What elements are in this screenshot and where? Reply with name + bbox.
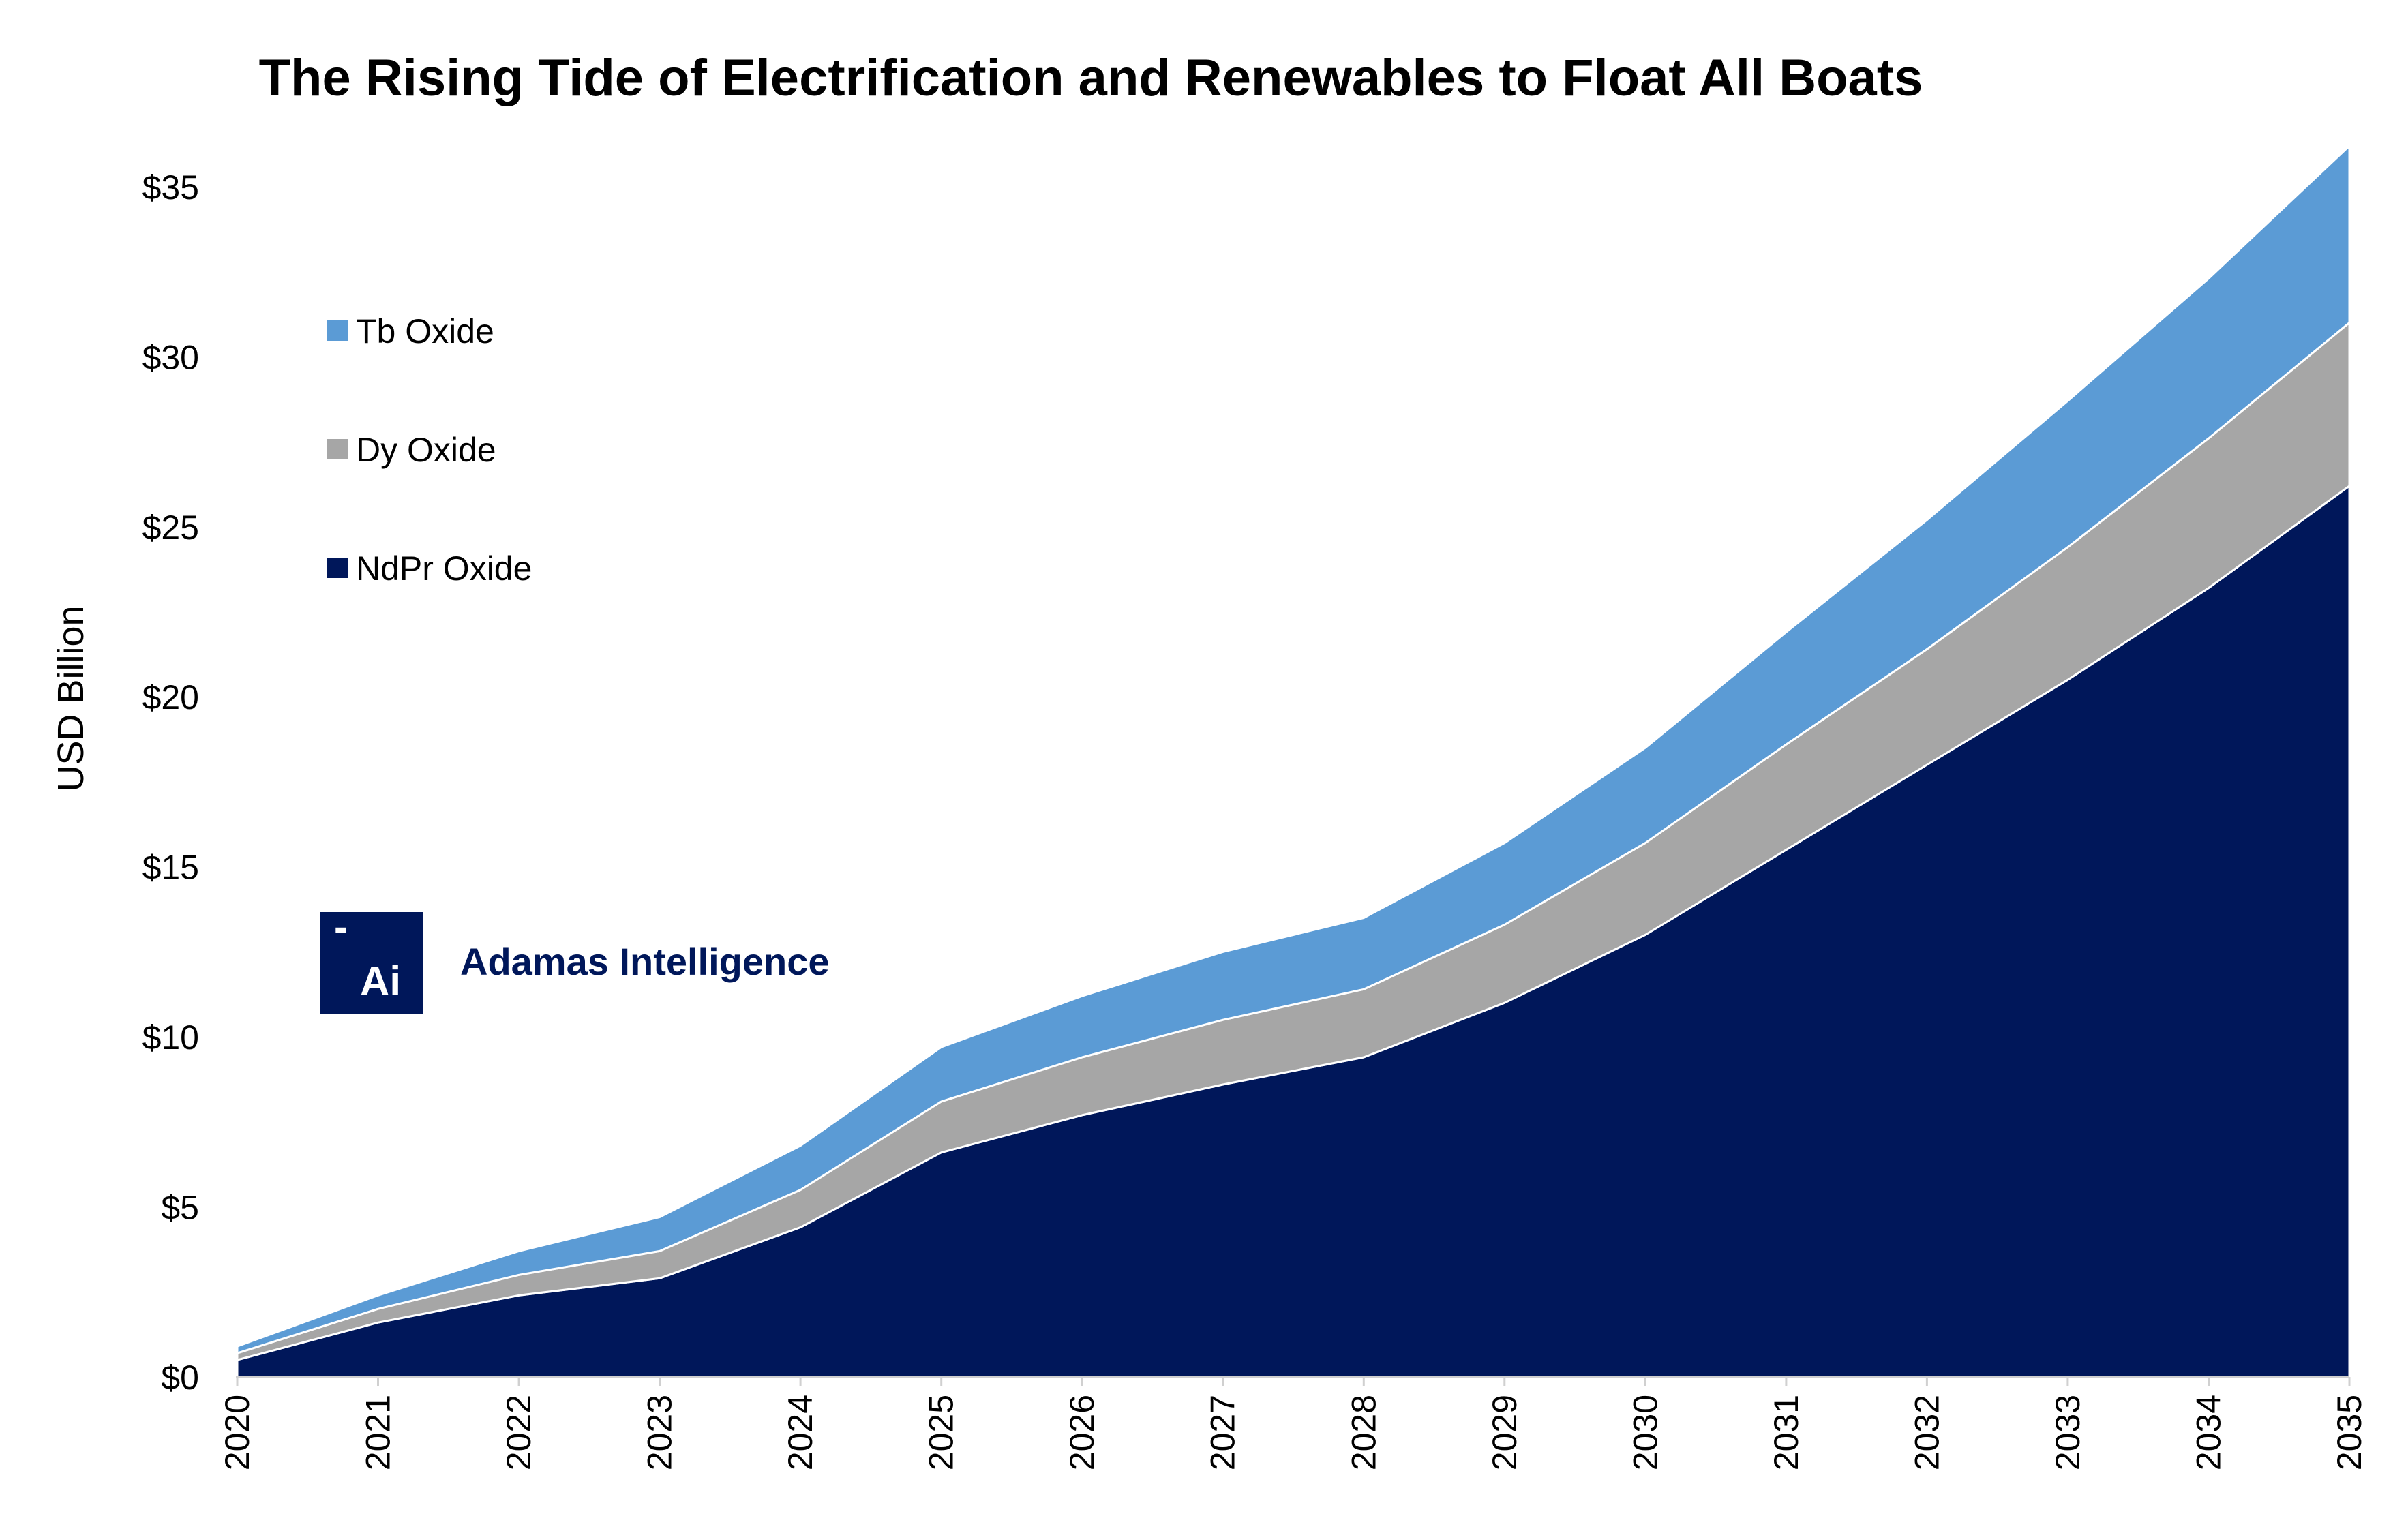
chart-title: The Rising Tide of Electrification and R… bbox=[259, 49, 1923, 107]
legend-swatch-ndpr-oxide bbox=[327, 558, 348, 578]
logo-glyph: Ai bbox=[360, 958, 401, 1004]
y-tick-label: $5 bbox=[161, 1189, 199, 1227]
x-tick-label: 2035 bbox=[2330, 1395, 2368, 1470]
legend: Tb Oxide Dy Oxide NdPr Oxide bbox=[327, 312, 532, 588]
x-tick-label: 2031 bbox=[1767, 1395, 1805, 1470]
y-tick-label: $30 bbox=[142, 338, 199, 376]
legend-label-tb-oxide: Tb Oxide bbox=[356, 312, 494, 350]
x-tick-label: 2020 bbox=[218, 1395, 256, 1470]
x-tick-label: 2034 bbox=[2190, 1395, 2228, 1470]
x-tick-label: 2025 bbox=[922, 1395, 961, 1470]
x-tick-label: 2024 bbox=[781, 1395, 819, 1470]
x-tick-label: 2026 bbox=[1063, 1395, 1101, 1470]
y-axis-ticks: $0 $5 $10 $15 $20 $25 $30 $35 bbox=[142, 168, 199, 1397]
y-axis-label: USD Billion bbox=[50, 605, 91, 791]
legend-item-tb-oxide: Tb Oxide bbox=[327, 312, 494, 350]
area-tb-oxide bbox=[236, 145, 2351, 1354]
x-tick-label: 2032 bbox=[1908, 1395, 1946, 1470]
x-tick-label: 2030 bbox=[1626, 1395, 1664, 1470]
x-tick-label: 2021 bbox=[359, 1395, 397, 1470]
x-tick-label: 2028 bbox=[1344, 1395, 1383, 1470]
x-tick-label: 2023 bbox=[641, 1395, 679, 1470]
legend-label-ndpr-oxide: NdPr Oxide bbox=[356, 549, 532, 588]
x-tick-label: 2033 bbox=[2049, 1395, 2087, 1470]
legend-label-dy-oxide: Dy Oxide bbox=[356, 431, 496, 469]
logo-dash: - bbox=[334, 904, 348, 950]
y-tick-label: $10 bbox=[142, 1018, 199, 1057]
x-axis-ticks: 2020 2021 2022 2023 2024 2025 2026 2027 2028 2029… bbox=[218, 1377, 2368, 1470]
y-tick-label: $0 bbox=[161, 1359, 199, 1397]
x-tick-label: 2029 bbox=[1486, 1395, 1524, 1470]
y-tick-label: $20 bbox=[142, 678, 199, 716]
y-tick-label: $15 bbox=[142, 849, 199, 887]
x-tick-label: 2027 bbox=[1204, 1395, 1242, 1470]
legend-item-ndpr-oxide: NdPr Oxide bbox=[327, 549, 532, 588]
legend-item-dy-oxide: Dy Oxide bbox=[327, 431, 496, 469]
legend-swatch-dy-oxide bbox=[327, 439, 348, 459]
adamas-logo: - Ai Adamas Intelligence bbox=[320, 904, 830, 1014]
y-tick-label: $25 bbox=[142, 509, 199, 547]
logo-mark bbox=[320, 912, 423, 1014]
plot-areas bbox=[236, 145, 2351, 1378]
legend-swatch-tb-oxide bbox=[327, 320, 348, 341]
logo-name: Adamas Intelligence bbox=[460, 940, 830, 983]
y-tick-label: $35 bbox=[142, 168, 199, 207]
x-tick-label: 2022 bbox=[500, 1395, 538, 1470]
